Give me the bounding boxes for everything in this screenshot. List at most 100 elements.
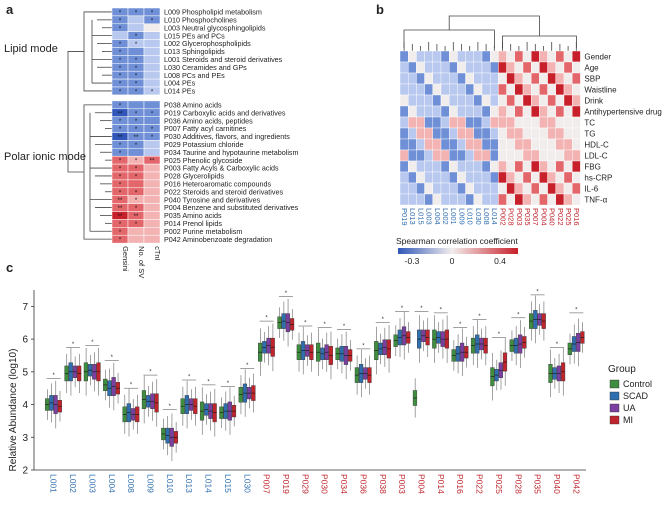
heatmap-cell — [408, 138, 417, 151]
panel-c-boxplot: 2 3 4 5 6 7 * * * * * * * * * * * * * * * * * * * * * * * * * * * * L001… — [8, 289, 652, 494]
heatmap-cell — [449, 50, 458, 63]
panel-a-column-labels: Gensini No. of SV cTnI — [121, 246, 162, 278]
legend-label: Control — [623, 379, 652, 389]
heatmap-cell — [473, 182, 483, 195]
x-tick-label: L001 — [49, 474, 59, 493]
significance-mark: * — [135, 58, 138, 64]
significance-mark: * — [135, 119, 138, 125]
heatmap-cell — [563, 160, 573, 173]
heatmap-cell — [424, 94, 434, 107]
heatmap-cell — [563, 72, 573, 85]
heatmap-cell — [127, 100, 145, 110]
heatmap-cell — [563, 127, 573, 140]
significance-mark: * — [119, 182, 122, 188]
significance-mark: * — [575, 307, 578, 313]
row-label: Waistline — [584, 86, 617, 95]
heatmap-cell — [457, 160, 466, 173]
row-label: hs-CRP — [584, 174, 612, 183]
heatmap-cell — [514, 171, 524, 184]
x-tick-label: P022 — [475, 474, 485, 494]
heatmap-cell — [424, 105, 434, 118]
heatmap-cell — [408, 94, 417, 107]
heatmap-cell — [143, 148, 161, 157]
heatmap-cell — [457, 83, 466, 96]
heatmap-cell — [457, 72, 466, 85]
heatmap-cell — [424, 61, 434, 74]
x-tick-label: L002 — [68, 474, 78, 493]
dendrogram-branch — [403, 29, 495, 48]
heatmap-cell — [465, 149, 475, 162]
significance-mark: * — [119, 66, 122, 72]
heatmap-cell — [408, 182, 417, 195]
heatmap-cell — [432, 160, 442, 173]
heatmap-cell — [432, 50, 442, 63]
significance-mark: * — [119, 50, 122, 56]
column-label: L009 — [457, 208, 466, 225]
heatmap-cell — [408, 83, 417, 96]
x-tick-label: P007 — [262, 474, 272, 494]
heatmap-cell — [127, 47, 145, 56]
heatmap-cell — [498, 149, 507, 162]
heatmap-cell — [547, 182, 556, 195]
heatmap-cell — [416, 160, 425, 173]
heatmap-cell — [432, 193, 442, 206]
heatmap-cell — [522, 116, 532, 129]
heatmap-cell — [539, 50, 548, 63]
x-tick-label: L013 — [184, 474, 194, 493]
row-label: L015 PEs and PCs — [164, 31, 225, 40]
heatmap-cell — [465, 171, 475, 184]
heatmap-cell — [416, 61, 425, 74]
heatmap-cell — [143, 23, 161, 32]
significance-mark: * — [498, 332, 501, 338]
heatmap-cell — [416, 50, 425, 63]
heatmap-cell — [432, 127, 442, 140]
heatmap-cell — [127, 179, 145, 189]
heatmap-cell — [539, 160, 548, 173]
significance-mark: * — [401, 306, 404, 312]
heatmap-cell — [143, 163, 161, 173]
heatmap-cell — [465, 50, 475, 63]
heatmap-cell — [481, 160, 491, 173]
significance-mark: * — [151, 18, 154, 24]
legend-label: UA — [623, 403, 636, 413]
heatmap-cell — [514, 182, 524, 195]
significance-mark: * — [151, 111, 154, 117]
significance-mark: * — [304, 321, 307, 327]
heatmap-cell — [440, 193, 450, 206]
heatmap-cell — [424, 127, 434, 140]
heatmap-cell — [440, 72, 450, 85]
row-label: P042 Aminobenzoate degradation — [164, 235, 272, 244]
significance-mark: * — [119, 143, 122, 149]
heatmap-cell — [440, 149, 450, 162]
significance-mark: * — [207, 379, 210, 385]
heatmap-cell — [547, 127, 556, 140]
column-label: L001 — [449, 208, 458, 225]
significance-mark: * — [135, 90, 138, 96]
significance-mark: * — [119, 175, 122, 181]
panel-a-dendrogram — [67, 11, 112, 240]
x-tick-label: L030 — [242, 474, 252, 493]
heatmap-cell — [143, 179, 161, 189]
heatmap-cell — [547, 105, 556, 118]
significance-mark: * — [382, 317, 385, 323]
significance-mark: * — [285, 291, 288, 297]
row-label: P030 Additives, flavors, and ingredients — [164, 132, 290, 141]
heatmap-cell — [399, 138, 409, 151]
significance-mark: * — [265, 316, 268, 322]
x-tick-label: P030 — [320, 474, 330, 494]
heatmap-cell — [531, 72, 540, 85]
heatmap-cell — [490, 138, 499, 151]
panel-c-axes: 2 3 4 5 6 7 — [22, 290, 586, 477]
heatmap-cell — [498, 160, 507, 173]
heatmap-cell — [399, 193, 409, 206]
heatmap-cell — [572, 149, 581, 162]
heatmap-cell — [465, 193, 475, 206]
significance-mark: * — [119, 11, 122, 17]
heatmap-cell — [514, 127, 524, 140]
row-label: L003 Neutral glycosphingolipids — [164, 23, 266, 32]
heatmap-cell — [555, 193, 565, 206]
legend-swatch — [609, 379, 620, 389]
heatmap-cell — [143, 78, 161, 88]
panel-c-y-axis-label: Relative Abundance (log10) — [8, 349, 19, 472]
